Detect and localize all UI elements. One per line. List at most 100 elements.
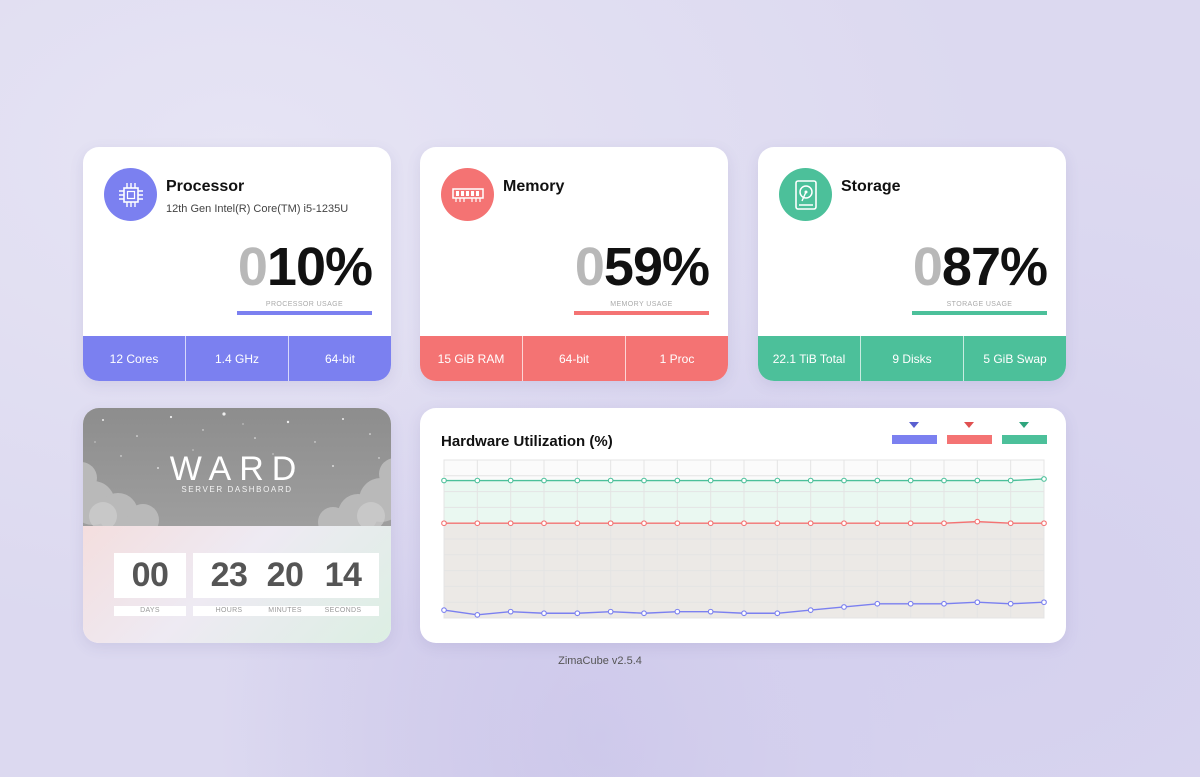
data-point [807, 607, 814, 613]
data-point [607, 608, 614, 615]
legend-storage[interactable] [1002, 422, 1047, 444]
data-point [874, 520, 881, 527]
countdown-days-label: DAYS [114, 606, 186, 616]
data-point [474, 520, 481, 527]
version-label: ZimaCube v2.5.4 [558, 655, 642, 667]
data-point [707, 608, 714, 615]
countdown-seconds: 14 [307, 553, 379, 598]
data-point [641, 520, 647, 527]
ward-card: WARD SERVER DASHBOARD 00 23 20 14 DAYS H… [83, 408, 391, 643]
data-point [674, 477, 681, 484]
data-point [741, 477, 747, 484]
memory-usage-label: MEMORY USAGE [610, 301, 673, 308]
data-point [441, 520, 447, 527]
data-point [974, 599, 981, 606]
data-point [1007, 477, 1014, 484]
storage-stat-swap: 5 GiB Swap [963, 336, 1066, 381]
data-point [774, 477, 781, 484]
legend-marker-icon [964, 422, 974, 428]
data-point [841, 520, 847, 527]
countdown-hours-label: HOURS [193, 606, 265, 616]
data-point [1041, 476, 1047, 482]
memory-card: Memory 059% MEMORY USAGE 15 GiB RAM 64-b… [420, 147, 728, 381]
countdown-days: 00 [114, 553, 186, 598]
data-point [474, 611, 481, 618]
storage-header: Storage [779, 168, 901, 221]
processor-stat-clock: 1.4 GHz [185, 336, 288, 381]
data-point [441, 607, 447, 613]
memory-stat-arch: 64-bit [522, 336, 625, 381]
data-point [541, 520, 547, 527]
utilization-line-chart [441, 459, 1047, 619]
data-point [774, 610, 781, 617]
processor-usage-value: 010% [237, 237, 373, 297]
data-point [507, 520, 514, 527]
hard-drive-icon [779, 168, 832, 221]
data-point [507, 608, 514, 615]
data-point [774, 520, 781, 527]
data-point [941, 477, 947, 484]
ram-icon [441, 168, 494, 221]
memory-header: Memory [441, 168, 564, 221]
data-point [641, 477, 647, 484]
data-point [574, 477, 581, 484]
processor-card: Processor 12th Gen Intel(R) Core(TM) i5-… [83, 147, 391, 381]
memory-usage-value: 059% [574, 237, 710, 297]
data-point [607, 520, 614, 527]
ward-logo-subtitle: SERVER DASHBOARD [181, 485, 293, 494]
processor-stat-cores: 12 Cores [109, 351, 159, 366]
storage-stats: 22.1 TiB Total 9 Disks 5 GiB Swap [758, 336, 1066, 381]
legend-marker-icon [1019, 422, 1029, 428]
storage-card: Storage 087% STORAGE USAGE 22.1 TiB Tota… [758, 147, 1066, 381]
data-point [707, 520, 714, 527]
data-point [941, 520, 947, 527]
data-point [1041, 520, 1047, 527]
data-point [441, 477, 447, 484]
data-point [807, 520, 814, 527]
data-point [674, 520, 681, 527]
countdown-seconds-label: SECONDS [307, 606, 379, 616]
data-point [1007, 600, 1014, 607]
storage-stat-disks: 9 Disks [860, 336, 963, 381]
data-point [607, 477, 614, 484]
storage-usage-bar [912, 311, 1047, 315]
ward-banner: WARD SERVER DASHBOARD [83, 408, 391, 526]
memory-usage-bar [574, 311, 709, 315]
cpu-icon [104, 168, 157, 221]
data-point [974, 518, 981, 525]
data-point [907, 600, 914, 607]
data-point [541, 610, 547, 617]
chart-title: Hardware Utilization (%) [441, 433, 613, 450]
legend-processor[interactable] [892, 422, 937, 444]
data-point [1007, 520, 1014, 527]
storage-usage-value: 087% [912, 237, 1048, 297]
data-point [741, 520, 747, 527]
data-point [1041, 599, 1047, 606]
processor-stat-arch: 64-bit [288, 336, 391, 381]
legend-memory[interactable] [947, 422, 992, 444]
legend-marker-icon [909, 422, 919, 428]
storage-stat-total: 22.1 TiB Total [772, 351, 846, 366]
memory-stats: 15 GiB RAM 64-bit 1 Proc [420, 336, 728, 381]
ward-logo-title: WARD [169, 450, 305, 488]
data-point [874, 600, 881, 607]
hardware-utilization-card: Hardware Utilization (%) [420, 408, 1066, 643]
memory-title: Memory [503, 178, 565, 195]
countdown-minutes-label: MINUTES [249, 606, 321, 616]
memory-stat-ram: 15 GiB RAM [437, 351, 505, 366]
storage-title: Storage [841, 178, 901, 195]
storage-usage-label: STORAGE USAGE [946, 301, 1013, 308]
data-point [641, 610, 647, 617]
data-point [707, 477, 714, 484]
data-point [974, 477, 981, 484]
processor-header: Processor 12th Gen Intel(R) Core(TM) i5-… [104, 168, 348, 221]
data-point [507, 477, 514, 484]
uptime-countdown: 00 23 20 14 DAYS HOURS MINUTES SECONDS [83, 526, 391, 643]
data-point [907, 477, 914, 484]
data-point [941, 600, 947, 607]
processor-title: Processor [166, 178, 245, 195]
processor-model: 12th Gen Intel(R) Core(TM) i5-1235U [166, 203, 349, 215]
data-point [574, 520, 581, 527]
processor-stats: 12 Cores 1.4 GHz 64-bit [83, 336, 391, 381]
data-point [841, 604, 847, 610]
